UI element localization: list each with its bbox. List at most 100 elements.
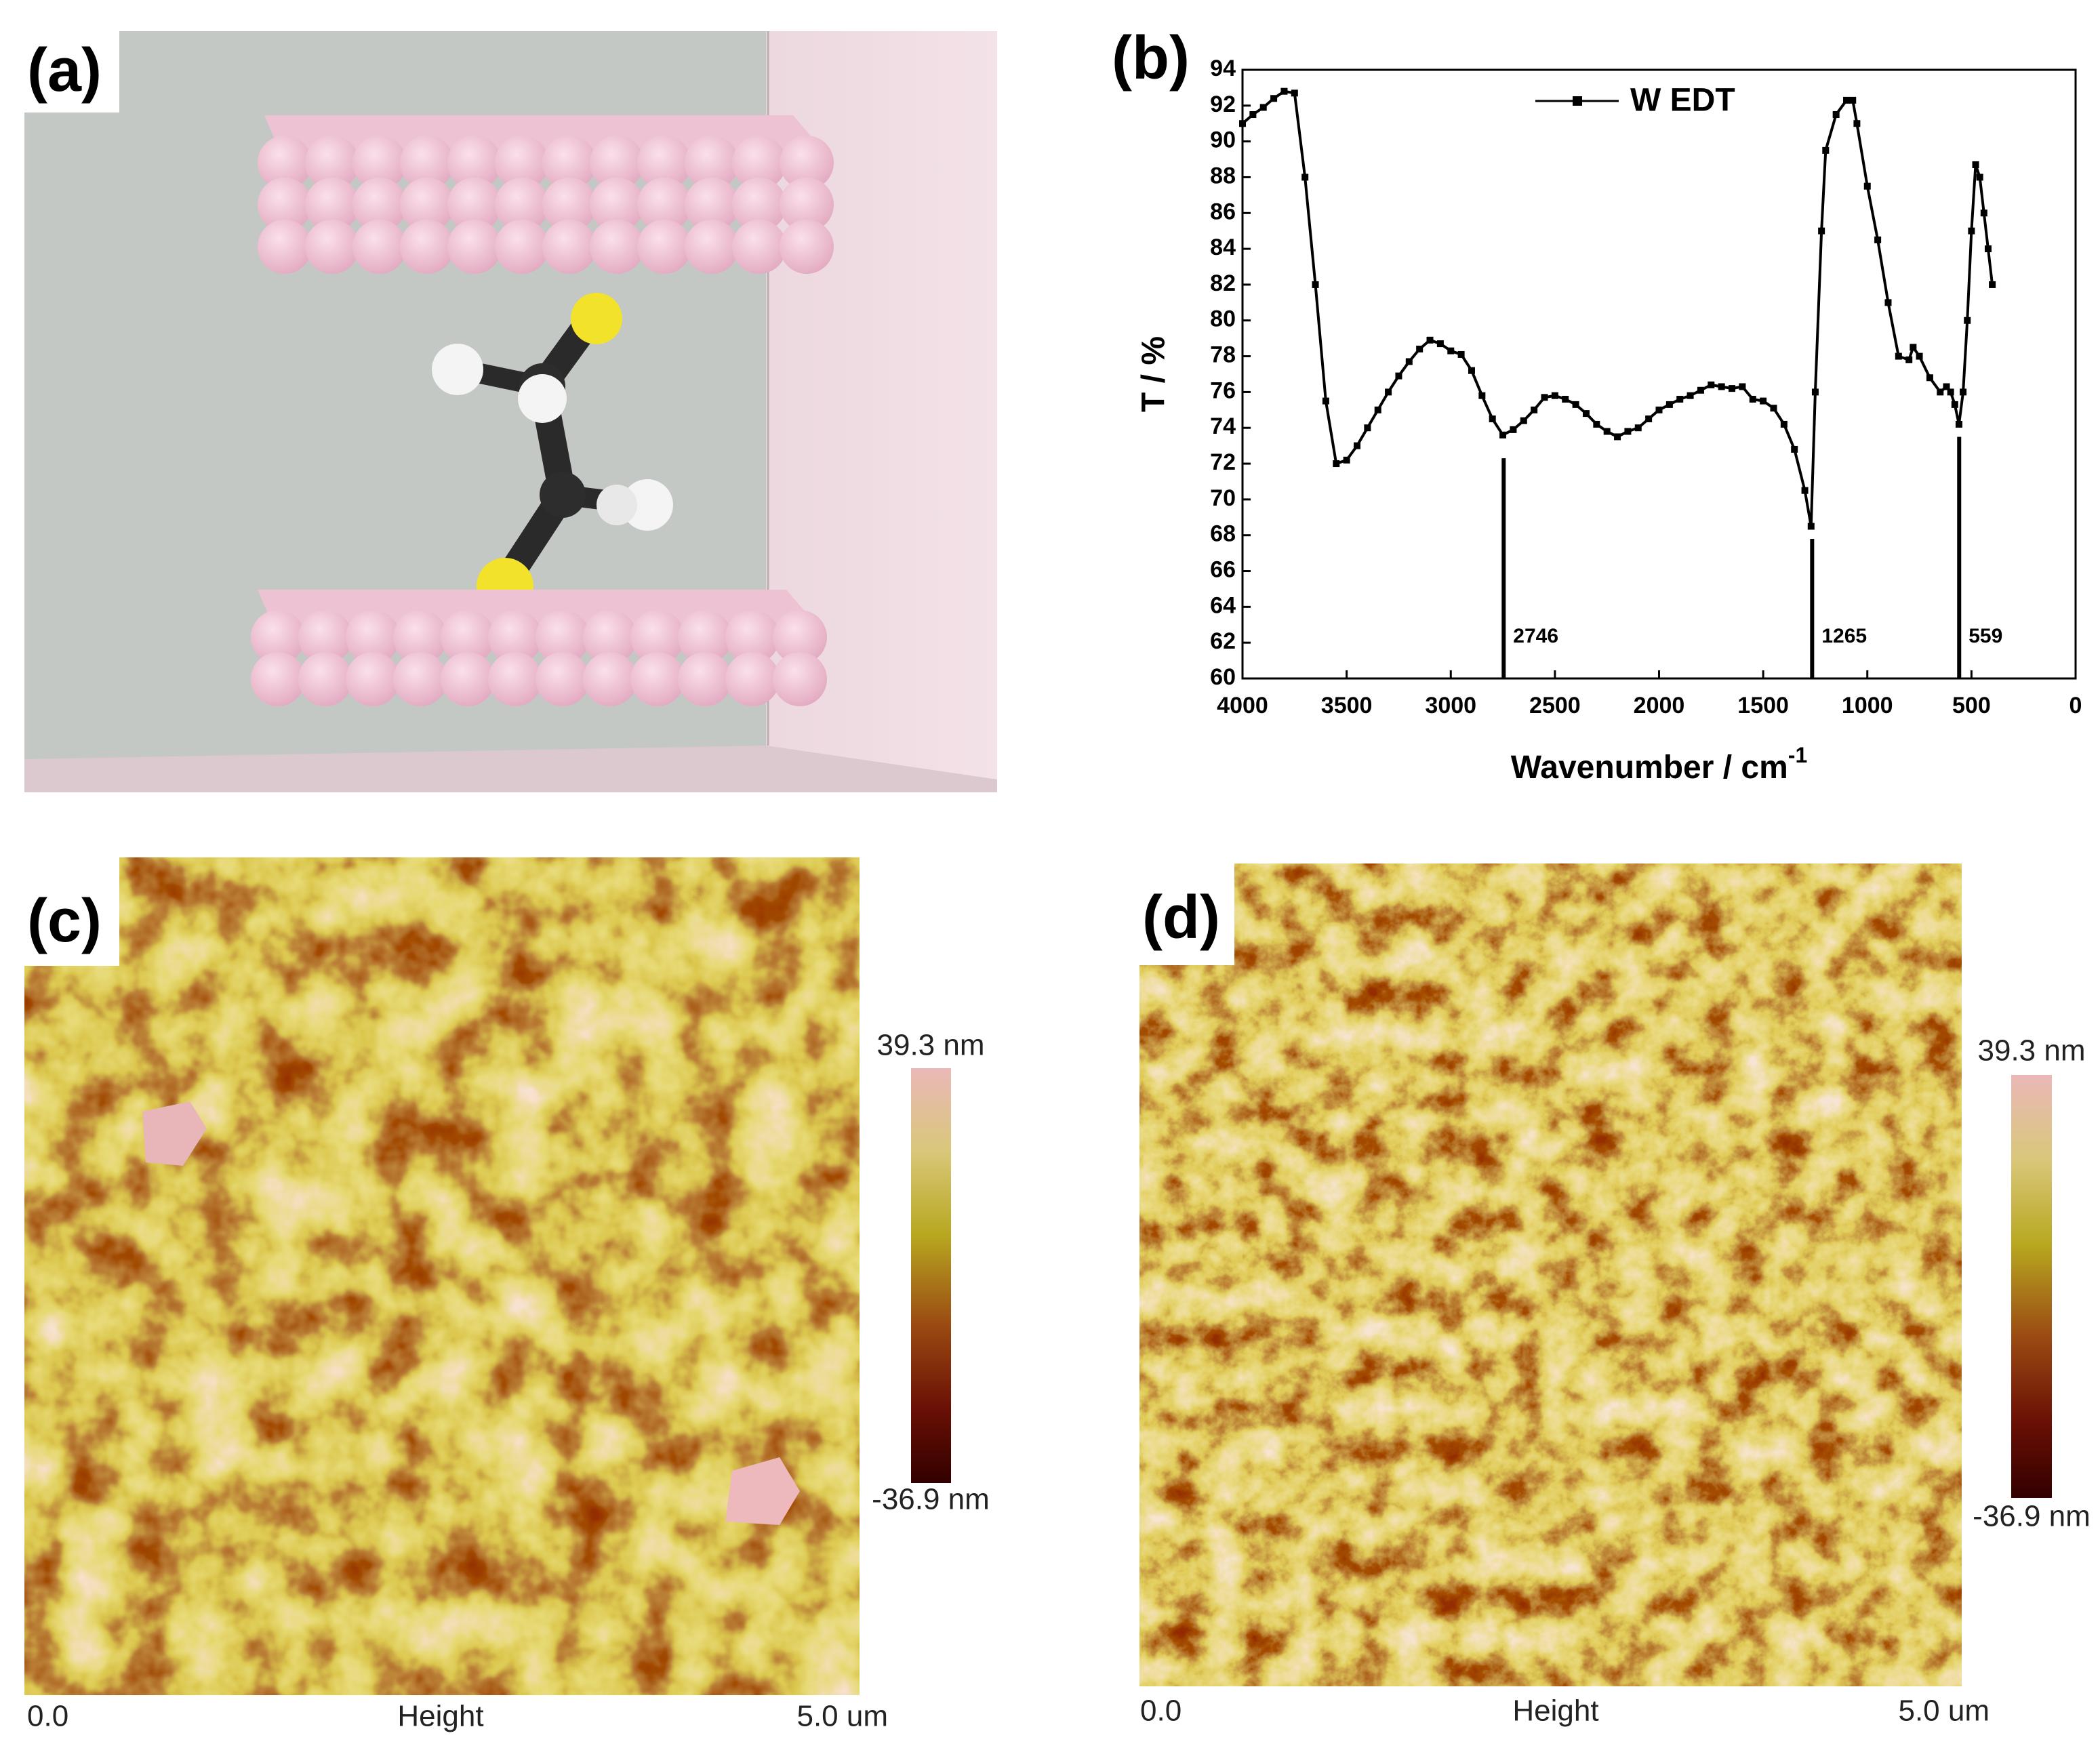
y-tick-label: 78 bbox=[1210, 342, 1236, 368]
point bbox=[1531, 406, 1538, 413]
atom bbox=[630, 610, 685, 664]
atom bbox=[400, 136, 454, 190]
x-end: 5.0 um bbox=[796, 1700, 888, 1733]
point bbox=[1593, 420, 1600, 428]
atom bbox=[400, 220, 454, 274]
atom bbox=[678, 652, 732, 706]
afm-image bbox=[24, 857, 860, 1695]
atom bbox=[305, 178, 359, 232]
point bbox=[1478, 392, 1486, 399]
point bbox=[1968, 227, 1975, 235]
annotation-label: 1265 bbox=[1821, 625, 1867, 647]
colorbar bbox=[911, 1068, 951, 1483]
atom bbox=[583, 652, 637, 706]
point bbox=[1729, 385, 1736, 392]
x-start: 0.0 bbox=[1140, 1694, 1182, 1728]
point bbox=[1364, 424, 1371, 432]
atom bbox=[352, 220, 407, 274]
point bbox=[1832, 111, 1840, 119]
point bbox=[1270, 95, 1278, 102]
point bbox=[1818, 227, 1825, 235]
x-end: 5.0 um bbox=[1898, 1694, 1990, 1728]
point bbox=[1322, 397, 1329, 405]
point bbox=[1447, 347, 1455, 354]
panel-a: (a) bbox=[24, 31, 997, 792]
colorbar-max: 39.3 nm bbox=[1978, 1034, 2086, 1068]
hydrogen-atom bbox=[597, 485, 637, 525]
atom bbox=[298, 610, 352, 664]
series-line bbox=[1241, 89, 1994, 527]
point bbox=[1301, 174, 1309, 181]
point bbox=[1665, 401, 1673, 408]
atom bbox=[536, 610, 590, 664]
floor bbox=[24, 746, 997, 792]
point bbox=[1853, 120, 1861, 127]
point bbox=[1416, 346, 1423, 353]
point bbox=[1780, 420, 1788, 428]
x-axis-title: Wavenumber / cm-1 bbox=[1511, 743, 1807, 785]
colorbar bbox=[2011, 1075, 2052, 1498]
point bbox=[1426, 336, 1434, 344]
point bbox=[1770, 405, 1777, 412]
point bbox=[1239, 120, 1246, 127]
y-tick-label: 82 bbox=[1210, 270, 1236, 296]
x-tick-label: 1000 bbox=[1842, 693, 1893, 718]
afm-image bbox=[1139, 863, 1962, 1686]
atom bbox=[447, 178, 502, 232]
atom bbox=[542, 220, 597, 274]
y-tick-label: 86 bbox=[1210, 199, 1236, 224]
legend-marker bbox=[1573, 96, 1582, 106]
point bbox=[1291, 89, 1298, 97]
atom bbox=[637, 136, 691, 190]
atom bbox=[732, 220, 786, 274]
atom bbox=[630, 652, 685, 706]
atom bbox=[441, 652, 495, 706]
atom bbox=[251, 652, 305, 706]
x-tick-label: 0 bbox=[2069, 693, 2082, 718]
point bbox=[1811, 388, 1819, 396]
y-tick-label: 76 bbox=[1210, 378, 1236, 403]
point bbox=[1718, 383, 1725, 390]
y-tick-label: 60 bbox=[1210, 664, 1236, 690]
point bbox=[1807, 523, 1815, 530]
y-tick-label: 64 bbox=[1210, 592, 1236, 618]
atom bbox=[780, 220, 834, 274]
atom bbox=[251, 610, 305, 664]
atom bbox=[732, 178, 786, 232]
label-box bbox=[24, 857, 119, 966]
point bbox=[1937, 388, 1944, 396]
colorbar-max: 39.3 nm bbox=[877, 1029, 985, 1062]
point bbox=[1947, 388, 1954, 396]
hydrogen-atom bbox=[518, 374, 567, 423]
point bbox=[1280, 87, 1288, 95]
point bbox=[1405, 358, 1413, 365]
point bbox=[1541, 394, 1548, 401]
point bbox=[1468, 367, 1475, 374]
point bbox=[1943, 383, 1950, 390]
atom bbox=[447, 220, 502, 274]
point bbox=[1645, 415, 1653, 423]
metal-slab bbox=[251, 590, 827, 706]
atom bbox=[352, 178, 407, 232]
atom bbox=[488, 610, 542, 664]
atom bbox=[400, 178, 454, 232]
atom bbox=[590, 220, 644, 274]
point bbox=[1374, 406, 1381, 413]
y-tick-label: 66 bbox=[1210, 557, 1236, 583]
point bbox=[1655, 406, 1663, 413]
panel-d: (d) 39.3 nm -36.9 nm 0.0 Height 5.0 um bbox=[1139, 863, 2091, 1728]
atom bbox=[780, 136, 834, 190]
atom bbox=[780, 178, 834, 232]
point bbox=[1874, 236, 1882, 243]
point bbox=[1916, 352, 1923, 360]
x-tick-label: 2000 bbox=[1634, 693, 1685, 718]
point bbox=[1749, 395, 1756, 403]
x-tick-label: 3000 bbox=[1425, 693, 1476, 718]
atom bbox=[725, 610, 780, 664]
point bbox=[1976, 174, 1983, 181]
atom bbox=[590, 178, 644, 232]
point bbox=[1739, 383, 1746, 390]
point bbox=[1395, 372, 1402, 380]
point bbox=[1910, 344, 1917, 351]
colorbar-min: -36.9 nm bbox=[872, 1483, 990, 1516]
